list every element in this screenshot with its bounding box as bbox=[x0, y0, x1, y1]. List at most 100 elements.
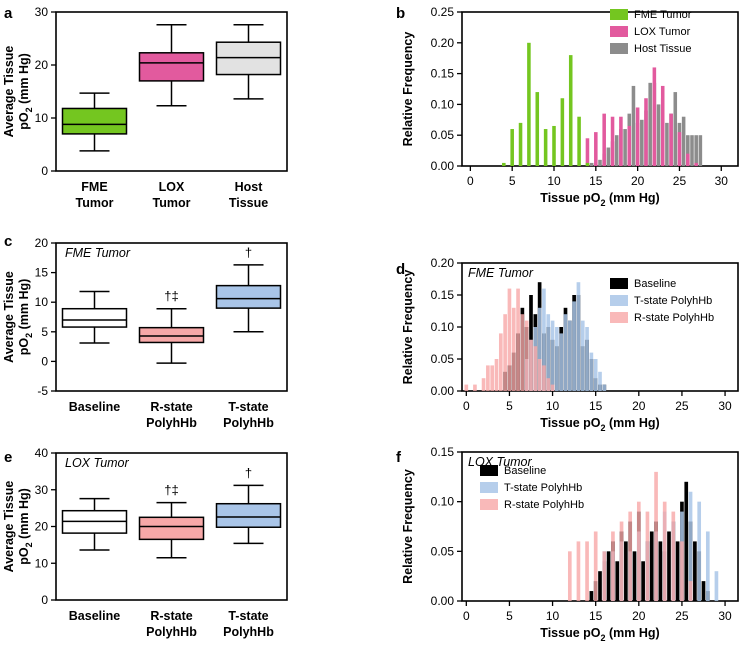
box-iqr bbox=[138, 326, 205, 344]
y-axis-label-units: pO2 (mm Hg) bbox=[17, 488, 34, 565]
x-tick-label: 25 bbox=[675, 609, 689, 623]
histogram-bar bbox=[627, 125, 632, 166]
legend-swatch bbox=[610, 278, 628, 289]
histogram-bar bbox=[498, 333, 503, 391]
box-iqr bbox=[215, 502, 282, 528]
histogram-bar bbox=[593, 531, 598, 601]
category-label-line2: PolyhHb bbox=[223, 416, 274, 430]
category-label: T-state bbox=[228, 400, 268, 414]
panel-d: d 0.00 0.05 0.10 0.15 0.20 0 5 10 15 20 25 30 Relativ… bbox=[396, 256, 739, 433]
panel-label: e bbox=[4, 449, 12, 466]
histogram-bar bbox=[585, 138, 590, 166]
significance-mark: † bbox=[245, 465, 252, 480]
y-tick-label: 0 bbox=[41, 593, 48, 607]
x-tick-label: 10 bbox=[546, 399, 560, 413]
histogram-bar bbox=[662, 501, 667, 601]
x-tick-label: 30 bbox=[718, 399, 732, 413]
histogram-bar bbox=[543, 129, 548, 166]
y-tick-label: 0.10 bbox=[431, 320, 455, 334]
histogram-bar bbox=[645, 511, 650, 601]
y-tick-label: 5 bbox=[41, 325, 48, 339]
histogram-bar bbox=[552, 125, 556, 166]
histogram-bar bbox=[585, 541, 589, 601]
histogram-bar bbox=[606, 147, 611, 166]
histogram-bar bbox=[665, 122, 669, 166]
histogram-bar bbox=[623, 129, 627, 166]
significance-mark: †‡ bbox=[164, 289, 178, 304]
legend: Baseline T-state PolyhHb R-state PolyhHb bbox=[480, 465, 584, 511]
histogram-bar bbox=[510, 129, 514, 166]
category-label-line2: Tissue bbox=[229, 196, 268, 210]
category-label: T-state bbox=[228, 609, 268, 623]
histogram-bar bbox=[641, 561, 645, 601]
y-tick-label: 30 bbox=[35, 483, 49, 497]
histogram-bar bbox=[486, 365, 490, 391]
histogram-bar bbox=[690, 135, 694, 166]
box-lox-tumor: LOX Tumor bbox=[138, 23, 205, 210]
histogram-bar bbox=[705, 531, 710, 601]
box-r-state-polyhhb: †‡ R-state PolyhHb bbox=[138, 483, 205, 639]
legend-label: LOX Tumor bbox=[634, 26, 691, 38]
histogram-bar bbox=[631, 85, 636, 166]
legend-label: Baseline bbox=[504, 465, 546, 477]
y-tick-label: 0.05 bbox=[431, 544, 455, 558]
histogram-bar bbox=[688, 581, 693, 601]
x-tick-label: 10 bbox=[546, 609, 560, 623]
x-tick-label: 5 bbox=[506, 399, 513, 413]
significance-mark: †‡ bbox=[164, 483, 178, 498]
panel-label: c bbox=[4, 233, 12, 250]
histogram-bar bbox=[585, 162, 590, 166]
histogram-bar bbox=[693, 541, 697, 601]
histogram-bar bbox=[669, 113, 673, 166]
x-tick-label: 25 bbox=[673, 174, 687, 188]
x-tick-label: 0 bbox=[463, 609, 470, 623]
y-tick-label: 0.20 bbox=[431, 256, 455, 270]
y-tick-label: 10 bbox=[35, 111, 49, 125]
y-tick-label: 10 bbox=[35, 556, 49, 570]
plot-frame bbox=[55, 242, 288, 392]
x-tick-label: 0 bbox=[463, 399, 470, 413]
series-r-state-polyhhb bbox=[464, 288, 555, 391]
histogram-bar bbox=[473, 384, 477, 391]
box-iqr bbox=[61, 307, 128, 328]
legend: FME Tumor LOX Tumor Host Tissue bbox=[610, 9, 692, 55]
histogram-bar bbox=[589, 352, 594, 391]
histogram-bar bbox=[503, 314, 507, 391]
y-tick-label: 0.00 bbox=[431, 159, 455, 173]
category-label: LOX bbox=[159, 180, 185, 194]
y-axis-label: Average Tissue bbox=[2, 481, 16, 573]
legend: Baseline T-state PolyhHb R-state PolyhHb bbox=[610, 278, 714, 324]
histogram-bar bbox=[688, 491, 693, 601]
histogram-bar bbox=[550, 320, 555, 391]
histogram-bar bbox=[572, 301, 576, 391]
legend-swatch bbox=[610, 295, 628, 306]
histogram-bar bbox=[507, 288, 512, 391]
legend-swatch bbox=[610, 26, 628, 37]
box-t-state-polyhhb: † T-state PolyhHb bbox=[215, 465, 282, 639]
x-axis-label: Tissue pO2 (mm Hg) bbox=[540, 416, 659, 433]
histogram-bar bbox=[524, 320, 529, 391]
y-axis-label: Relative Frequency bbox=[401, 270, 415, 385]
histogram-bar bbox=[494, 359, 499, 391]
histogram-bar bbox=[714, 571, 719, 601]
panel-annotation: FME Tumor bbox=[65, 246, 131, 260]
histogram-bar bbox=[580, 320, 585, 391]
y-tick-label: 0.05 bbox=[431, 352, 455, 366]
legend-label: R-state PolyhHb bbox=[504, 499, 584, 511]
x-tick-label: 15 bbox=[589, 609, 603, 623]
panel-label: d bbox=[396, 261, 405, 278]
category-label: FME bbox=[81, 180, 107, 194]
histogram-bar bbox=[464, 384, 469, 391]
series-r-state-polyhhb bbox=[567, 471, 693, 601]
histogram-bar bbox=[701, 581, 706, 601]
y-tick-label: 0.15 bbox=[431, 445, 455, 459]
histogram-bar bbox=[681, 116, 686, 166]
histogram-bar bbox=[660, 85, 665, 166]
histogram-bar bbox=[694, 162, 698, 166]
histogram-bar bbox=[481, 378, 486, 391]
histogram-bar bbox=[619, 116, 623, 166]
histogram-bar bbox=[640, 119, 644, 166]
histogram-bar bbox=[652, 67, 657, 166]
histogram-bar bbox=[671, 511, 676, 601]
x-tick-label: 15 bbox=[589, 174, 603, 188]
